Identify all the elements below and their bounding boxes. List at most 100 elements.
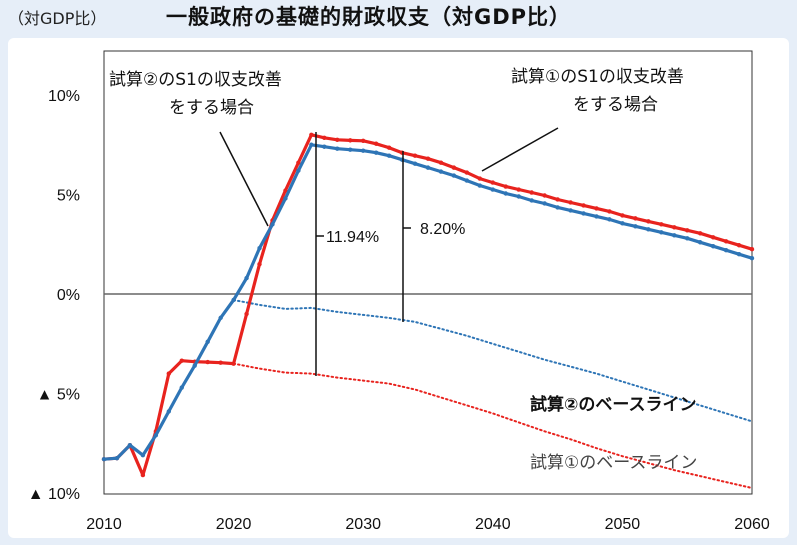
series-point-1-32 bbox=[516, 194, 521, 199]
series-line-2 bbox=[232, 299, 753, 423]
series-point-0-45 bbox=[685, 228, 690, 233]
series-point-0-17 bbox=[322, 135, 327, 140]
series-point-0-6 bbox=[179, 358, 184, 363]
series-point-1-9 bbox=[218, 315, 223, 321]
series-point-0-16 bbox=[309, 132, 314, 137]
series-point-1-48 bbox=[723, 248, 729, 253]
series-line-0 bbox=[102, 133, 754, 477]
x-tick-label-3: 2040 bbox=[475, 516, 511, 533]
series-point-0-24 bbox=[412, 153, 418, 158]
y-tick-label-2: 0% bbox=[57, 287, 80, 304]
series-point-0-29 bbox=[477, 176, 483, 181]
label-baseline-s1: 試算①のベースライン bbox=[530, 453, 697, 473]
series-point-1-43 bbox=[659, 230, 664, 235]
series-point-0-5 bbox=[166, 371, 171, 376]
x-tick-label-2: 2030 bbox=[345, 516, 381, 533]
series-point-0-40 bbox=[620, 213, 625, 218]
series-point-1-24 bbox=[412, 161, 418, 166]
series-point-1-44 bbox=[672, 233, 677, 238]
series-point-0-25 bbox=[425, 156, 431, 161]
series-point-1-1 bbox=[114, 455, 120, 461]
series-point-0-33 bbox=[529, 190, 534, 195]
x-tick-label-1: 2020 bbox=[216, 516, 252, 533]
series-layer bbox=[101, 132, 755, 489]
series-point-1-12 bbox=[257, 246, 262, 251]
series-point-0-43 bbox=[659, 222, 664, 227]
x-tick-label-4: 2050 bbox=[605, 516, 641, 533]
series-point-0-15 bbox=[296, 160, 301, 165]
gap-value-8-20: 8.20% bbox=[420, 221, 465, 238]
series-point-1-3 bbox=[140, 452, 146, 458]
series-point-1-25 bbox=[425, 165, 431, 170]
series-point-0-46 bbox=[697, 231, 703, 236]
series-point-1-29 bbox=[477, 183, 483, 188]
series-point-1-16 bbox=[309, 142, 314, 147]
annotation-layer: 試算②のS1の収支改善 をする場合 試算①のS1の収支改善 をする場合 試算②の… bbox=[109, 67, 697, 473]
chart-title: 一般政府の基礎的財政収支（対GDP比） bbox=[166, 5, 572, 29]
plot-frame bbox=[103, 50, 753, 495]
series-point-1-5 bbox=[166, 409, 171, 414]
y-tick-label-4: ▲ 10% bbox=[28, 486, 80, 503]
series-point-0-18 bbox=[335, 137, 340, 142]
label-baseline-s2: 試算②のベースライン bbox=[530, 394, 697, 415]
gap-value-11-94: 11.94% bbox=[326, 229, 379, 246]
x-tick-label-0: 2010 bbox=[86, 516, 122, 533]
series-point-1-22 bbox=[386, 153, 392, 158]
series-point-0-32 bbox=[516, 187, 521, 192]
series-point-1-13 bbox=[270, 222, 275, 227]
series-point-1-4 bbox=[153, 433, 159, 438]
series-point-0-19 bbox=[348, 138, 353, 143]
series-point-1-27 bbox=[451, 173, 457, 178]
series-point-0-11 bbox=[244, 311, 249, 317]
series-point-1-14 bbox=[283, 196, 288, 201]
y-tick-label-1: 5% bbox=[57, 188, 80, 205]
series-point-0-49 bbox=[736, 243, 742, 248]
series-point-1-33 bbox=[529, 198, 534, 203]
y-tick-label-3: ▲ 5% bbox=[37, 387, 80, 404]
series-point-0-8 bbox=[205, 359, 210, 365]
series-point-1-19 bbox=[348, 147, 353, 152]
series-point-1-18 bbox=[335, 146, 340, 151]
series-point-0-48 bbox=[723, 239, 729, 244]
callout-leader-s2 bbox=[219, 131, 269, 227]
series-point-1-49 bbox=[736, 252, 742, 257]
series-point-1-36 bbox=[568, 208, 573, 213]
series-point-0-35 bbox=[555, 197, 560, 202]
series-point-0-3 bbox=[140, 472, 146, 478]
x-tick-label-5: 2060 bbox=[734, 516, 770, 533]
series-point-1-34 bbox=[542, 201, 547, 206]
series-point-1-46 bbox=[697, 240, 703, 245]
series-point-0-38 bbox=[594, 206, 599, 211]
series-point-0-9 bbox=[218, 360, 223, 365]
unit-label: （対GDP比） bbox=[8, 9, 107, 28]
axes: 10% 5% 0% ▲ 5% ▲ 10% 2010 2020 2030 2040 2050 2060 bbox=[28, 50, 770, 533]
series-point-0-26 bbox=[438, 160, 444, 165]
series-point-0-28 bbox=[464, 170, 470, 175]
series-point-1-28 bbox=[464, 178, 470, 183]
series-point-0-42 bbox=[646, 219, 651, 224]
header: （対GDP比） 一般政府の基礎的財政収支（対GDP比） bbox=[0, 0, 797, 36]
series-point-1-10 bbox=[231, 297, 236, 303]
series-point-1-42 bbox=[646, 227, 651, 232]
series-point-0-47 bbox=[710, 235, 716, 240]
series-point-1-15 bbox=[296, 168, 301, 173]
series-point-0-36 bbox=[568, 200, 573, 205]
series-point-1-38 bbox=[594, 214, 599, 219]
label-s1-line1: 試算①のS1の収支改善 bbox=[511, 67, 684, 87]
series-point-1-0 bbox=[101, 456, 107, 462]
series-point-1-45 bbox=[685, 236, 690, 241]
series-point-0-37 bbox=[581, 203, 586, 208]
chart-svg: 10% 5% 0% ▲ 5% ▲ 10% 2010 2020 2030 2040 2050 2060… bbox=[28, 50, 770, 533]
series-point-1-50 bbox=[749, 255, 755, 261]
series-point-0-21 bbox=[373, 141, 379, 146]
series-point-1-20 bbox=[361, 148, 366, 153]
series-point-1-37 bbox=[581, 211, 586, 216]
series-point-0-44 bbox=[672, 225, 677, 230]
series-point-1-39 bbox=[607, 217, 612, 222]
series-point-0-34 bbox=[542, 193, 547, 198]
series-point-0-20 bbox=[361, 138, 366, 143]
series-point-0-39 bbox=[607, 209, 612, 214]
label-s2-line2: をする場合 bbox=[169, 98, 254, 118]
chart-panel: 10% 5% 0% ▲ 5% ▲ 10% 2010 2020 2030 2040 2050 2060… bbox=[8, 38, 789, 538]
label-s1-line2: をする場合 bbox=[573, 95, 658, 115]
